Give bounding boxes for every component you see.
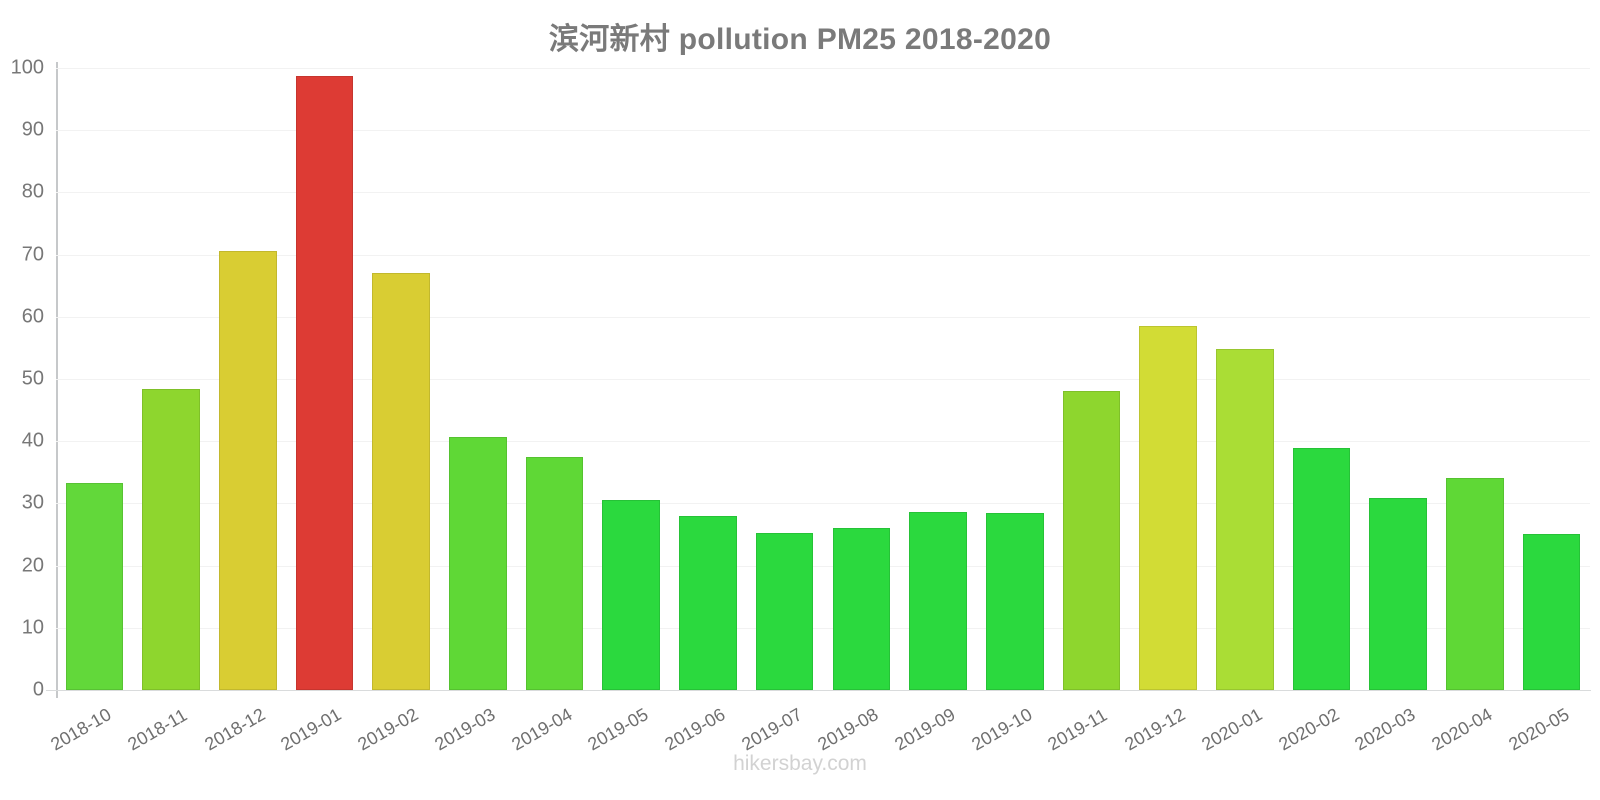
x-axis-tick-label: 2018-10 bbox=[47, 704, 115, 755]
bar[interactable] bbox=[449, 437, 507, 690]
gridline bbox=[56, 627, 1590, 629]
y-axis-tick-label: 40 bbox=[21, 429, 44, 452]
gridline bbox=[56, 565, 1590, 567]
y-axis-tick-label: 30 bbox=[21, 491, 44, 514]
x-axis-tick-label: 2019-04 bbox=[507, 704, 576, 755]
bar[interactable] bbox=[909, 512, 967, 690]
bar[interactable] bbox=[602, 500, 660, 690]
y-axis-tick-label: 10 bbox=[21, 616, 44, 639]
y-axis-tick-label: 20 bbox=[21, 554, 44, 577]
bar[interactable] bbox=[1522, 533, 1581, 690]
bar[interactable] bbox=[1446, 477, 1504, 690]
bar[interactable] bbox=[142, 388, 200, 690]
x-axis-tick-label: 2020-01 bbox=[1198, 704, 1266, 755]
x-axis-tick-label: 2019-03 bbox=[431, 704, 499, 755]
bar[interactable] bbox=[1216, 348, 1274, 690]
gridline bbox=[56, 254, 1590, 256]
bar[interactable] bbox=[832, 528, 891, 690]
y-axis-tick-label: 100 bbox=[10, 56, 44, 79]
x-axis-tick-label: 2019-06 bbox=[661, 704, 729, 755]
gridline bbox=[56, 68, 1590, 69]
bar[interactable] bbox=[1139, 325, 1197, 690]
y-axis-tick-label: 50 bbox=[21, 367, 44, 390]
x-axis-tick-label: 2019-05 bbox=[584, 704, 652, 755]
x-axis-tick-label: 2019-09 bbox=[891, 704, 959, 755]
gridline bbox=[56, 503, 1590, 505]
bar[interactable] bbox=[295, 76, 354, 690]
x-axis-tick-label: 2020-03 bbox=[1351, 704, 1419, 755]
footer-credit: hikersbay.com bbox=[733, 752, 867, 775]
gridline bbox=[56, 192, 1590, 194]
bar[interactable] bbox=[755, 532, 814, 690]
y-axis-tick-label: 60 bbox=[21, 305, 44, 328]
plot-area bbox=[56, 68, 1590, 690]
gridline bbox=[56, 379, 1590, 380]
y-axis-line bbox=[56, 62, 58, 698]
x-axis-tick-label: 2020-04 bbox=[1428, 704, 1496, 755]
gridline bbox=[56, 316, 1590, 318]
bar[interactable] bbox=[679, 515, 737, 690]
bar[interactable] bbox=[525, 457, 584, 690]
chart-title: 滨河新村 pollution PM25 2018-2020 bbox=[548, 23, 1052, 56]
bar[interactable] bbox=[1062, 390, 1121, 690]
bar[interactable] bbox=[218, 250, 277, 690]
y-axis-tick-label: 80 bbox=[21, 180, 44, 203]
y-axis-tick-label: 0 bbox=[32, 678, 44, 701]
bar[interactable] bbox=[985, 512, 1044, 690]
x-axis-tick-label: 2019-08 bbox=[814, 704, 882, 755]
bar[interactable] bbox=[1369, 498, 1427, 690]
bar[interactable] bbox=[65, 482, 124, 690]
gridline bbox=[56, 441, 1590, 443]
bar[interactable] bbox=[1292, 448, 1351, 690]
bar[interactable] bbox=[372, 273, 430, 690]
x-axis-tick-label: 2020-02 bbox=[1274, 704, 1343, 755]
x-axis-tick-label: 2019-01 bbox=[277, 704, 345, 755]
x-axis-tick-label: 2018-12 bbox=[201, 704, 269, 755]
x-axis-tick-label: 2019-11 bbox=[1044, 704, 1111, 755]
x-axis-tick-label: 2018-11 bbox=[124, 704, 191, 755]
x-axis-tick-label: 2019-10 bbox=[968, 704, 1036, 755]
x-axis-tick-label: 2019-02 bbox=[354, 704, 422, 755]
x-axis-tick-label: 2020-05 bbox=[1504, 704, 1573, 755]
x-axis-tick-label: 2019-07 bbox=[737, 704, 806, 755]
y-axis-tick-label: 70 bbox=[21, 243, 44, 266]
x-axis-tick-label: 2019-12 bbox=[1121, 704, 1189, 755]
y-axis-tick-label: 90 bbox=[21, 118, 44, 141]
x-axis-line bbox=[46, 690, 1591, 691]
gridline bbox=[56, 130, 1590, 132]
